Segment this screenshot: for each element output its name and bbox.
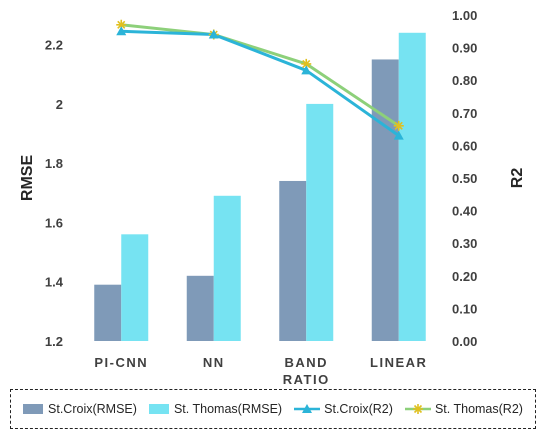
y-axis-title: RMSE bbox=[19, 155, 36, 202]
legend-label: St. Thomas(R2) bbox=[434, 402, 523, 416]
y2-tick-label: 0.50 bbox=[452, 171, 477, 186]
bar-stcroix-rmse bbox=[279, 180, 307, 341]
y2-tick-label: 0.10 bbox=[452, 301, 477, 316]
bar-stcroix-rmse bbox=[186, 275, 214, 341]
marker-stthomas-r2 bbox=[301, 58, 312, 69]
legend-item-stcroix-r2: St.Croix(R2) bbox=[294, 402, 393, 416]
y-axis-ticks: 1.2 1.4 1.6 1.8 2 2.2 bbox=[45, 38, 64, 349]
y2-tick-label: 0.60 bbox=[452, 138, 477, 153]
y2-axis-ticks: 0.00 0.10 0.20 0.30 0.40 0.50 0.60 0.70 0.80 0.90… bbox=[452, 8, 477, 349]
marker-stthomas-r2 bbox=[116, 19, 127, 30]
bar-stthomas-rmse bbox=[398, 32, 426, 341]
y2-tick-label: 0.40 bbox=[452, 204, 477, 219]
marker-stcroix-r2 bbox=[208, 29, 219, 39]
y2-tick-label: 0.30 bbox=[452, 236, 477, 251]
y2-tick-label: 0.20 bbox=[452, 269, 477, 284]
category-label: NN bbox=[203, 355, 225, 370]
legend: St.Croix(RMSE) St. Thomas(RMSE) St.Croix… bbox=[10, 389, 536, 429]
legend-swatch bbox=[23, 404, 44, 414]
line-stcroix-r2 bbox=[121, 29, 400, 137]
y-tick-label: 1.4 bbox=[45, 275, 64, 290]
bar-stthomas-rmse bbox=[121, 234, 149, 341]
legend-label: St.Croix(R2) bbox=[324, 402, 393, 416]
y-tick-label: 2 bbox=[56, 97, 63, 112]
bar-stcroix-rmse bbox=[371, 59, 399, 342]
category-label: BAND bbox=[284, 355, 328, 370]
line-stthomas-r2 bbox=[121, 23, 400, 128]
bar-stcroix-rmse bbox=[94, 284, 122, 341]
bar-stthomas-rmse bbox=[213, 195, 241, 341]
y2-tick-label: 0.80 bbox=[452, 73, 477, 88]
y-tick-label: 2.2 bbox=[45, 38, 63, 53]
category-label: RATIO bbox=[283, 372, 330, 387]
chart: 1.2 1.4 1.6 1.8 2 2.2 0.00 0.10 0.20 0.30 0.40 0.5… bbox=[19, 8, 526, 387]
category-label: LINEAR bbox=[370, 355, 427, 370]
legend-item-stthomas-rmse: St. Thomas(RMSE) bbox=[148, 402, 283, 416]
marker-stcroix-r2 bbox=[116, 26, 127, 36]
bar-stthomas-rmse bbox=[306, 103, 334, 341]
y2-tick-label: 1.00 bbox=[452, 8, 477, 23]
legend-swatch bbox=[148, 404, 169, 414]
legend-triangle-marker bbox=[294, 404, 321, 413]
legend-label: St.Croix(RMSE) bbox=[48, 402, 137, 416]
y-tick-label: 1.6 bbox=[45, 215, 63, 230]
y2-tick-label: 0.90 bbox=[452, 41, 477, 56]
y2-tick-label: 0.00 bbox=[452, 334, 477, 349]
y-tick-label: 1.2 bbox=[45, 334, 63, 349]
lines bbox=[116, 19, 404, 140]
legend-item-stcroix-rmse: St.Croix(RMSE) bbox=[23, 402, 137, 416]
marker-stcroix-r2 bbox=[301, 65, 312, 75]
category-labels: PI-CNN NN BAND RATIO LINEAR bbox=[94, 355, 427, 387]
y2-axis-title: R2 bbox=[509, 168, 526, 189]
y2-tick-label: 0.70 bbox=[452, 106, 477, 121]
y-tick-label: 1.8 bbox=[45, 156, 63, 171]
marker-stcroix-r2 bbox=[393, 130, 404, 140]
legend-item-stthomas-r2: St. Thomas(R2) bbox=[404, 402, 523, 416]
bars bbox=[94, 32, 426, 342]
category-label: PI-CNN bbox=[94, 355, 148, 370]
legend-star-marker bbox=[404, 404, 431, 414]
marker-stthomas-r2 bbox=[393, 120, 404, 131]
legend-label: St. Thomas(RMSE) bbox=[173, 402, 283, 416]
